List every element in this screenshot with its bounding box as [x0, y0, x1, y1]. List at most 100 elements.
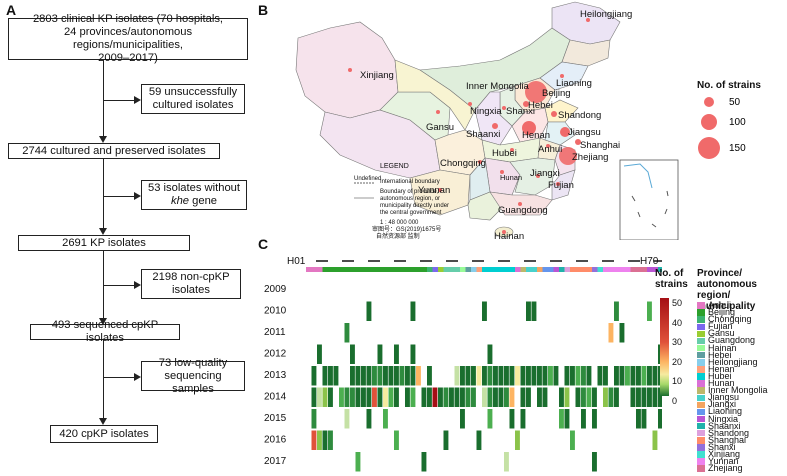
province-legend-item: Zhejiang [697, 464, 768, 473]
province-legend-item: Beijing [697, 308, 768, 317]
heatmap-cell [652, 430, 658, 450]
bubble-hubei [510, 148, 514, 152]
heatmap-cell [603, 387, 608, 407]
province-legend-label: Hubei [708, 370, 732, 381]
heatmap-cell [537, 387, 542, 407]
province-strip-cell [306, 267, 312, 272]
year-label-2013: 2013 [264, 370, 287, 381]
heatmap-cell [377, 387, 383, 407]
map-south-china-sea-inset [619, 159, 679, 240]
heatmap-cell [542, 366, 548, 386]
flow-box-initial-line1: 2803 clinical KP isolates (70 hospitals, [32, 13, 224, 25]
heatmap-cell [531, 301, 537, 321]
label-anhui: Anhui [538, 144, 562, 155]
heatmap-cell [509, 366, 515, 386]
heatmap-cell [454, 387, 460, 407]
flow-box-initial-line2: 24 provinces/autonomous regions/municipa… [63, 26, 193, 51]
heatmap-cell [366, 409, 372, 429]
year-label-2009: 2009 [264, 284, 287, 295]
heatmap-cell [498, 387, 504, 407]
heatmap-cell [372, 366, 377, 386]
province-strip-cell [432, 267, 439, 272]
province-legend-item: Hubei [697, 370, 768, 381]
size-legend-circle-50 [704, 97, 714, 107]
province-legend-swatch [697, 316, 705, 323]
province-legend-swatch [697, 444, 705, 451]
province-strip-cell [509, 267, 516, 272]
heatmap-cell [377, 366, 383, 386]
map-supervisor: 自然资源部 监制 [376, 232, 420, 240]
heatmap-cell [487, 366, 493, 386]
heatmap-cell [581, 366, 586, 386]
heatmap-cell [383, 409, 388, 429]
province-strip-cell [482, 267, 488, 272]
province-strip-cell [471, 267, 477, 272]
province-legend-swatch [697, 380, 705, 387]
province-strip-cell [504, 267, 510, 272]
province-legend-label: Henan [708, 363, 735, 374]
bubble-xinjiang [348, 68, 352, 72]
province-legend-swatch [697, 415, 705, 423]
province-legend-item: Hebei [697, 350, 768, 359]
label-yunnan: Yunnan [418, 185, 450, 196]
flow-box-final: 420 cpKP isolates [50, 425, 158, 443]
heatmap-cell [454, 366, 460, 386]
flow-branch-arrow-1 [134, 96, 141, 104]
province-strip-cell [625, 267, 631, 272]
flow-branch-arrow-4 [134, 373, 141, 381]
province-strip-cell [658, 267, 662, 272]
province-strip-cell [328, 267, 334, 272]
heatmap-cell [592, 387, 597, 407]
heatmap-cell [526, 301, 531, 321]
province-strip-cell [581, 267, 587, 272]
heatmap-cell [432, 387, 438, 407]
heatmap-cell [586, 387, 592, 407]
heatmap-cell [564, 387, 570, 407]
map-legend-prov-4: the central government [380, 210, 442, 216]
map-legend-undefined: Undefined [354, 176, 381, 182]
province-strip-cell [619, 267, 626, 272]
heatmap-cell [372, 387, 377, 407]
year-label-2012: 2012 [264, 349, 287, 360]
province-legend-title-line1: Province/ [697, 268, 743, 279]
province-strip-cell [465, 267, 472, 272]
province-legend-item: Liaoning [697, 407, 768, 416]
province-legend: Anhui Beijing Chongqing Fujian Gansu Guangdon… [697, 300, 768, 473]
heatmap-cell [619, 366, 625, 386]
heatmap-cell [614, 301, 619, 321]
map-bubbles [348, 18, 590, 234]
inset-coast [623, 163, 653, 189]
flow-box-final-text: 420 cpKP isolates [59, 427, 149, 440]
flow-arrow-2 [99, 228, 107, 235]
flow-line-4 [103, 340, 104, 420]
flow-box-initial: 2803 clinical KP isolates (70 hospitals,… [8, 13, 248, 64]
size-legend-label-150: 150 [729, 143, 746, 154]
flow-branch-4 [103, 377, 137, 378]
province-legend-title: Province/ autonomous region/ municipalit… [697, 268, 787, 312]
map-fujian [551, 169, 576, 201]
heatmap-cell [509, 387, 515, 407]
bubble-hebei [523, 101, 529, 107]
province-legend-swatch [697, 351, 705, 359]
province-legend-item: Ningxia [697, 414, 768, 423]
china-map: Heilongjiang Xinjiang Inner Mongolia Lia… [295, 1, 679, 240]
heatmap-cell [317, 387, 322, 407]
bubble-guangdong [518, 202, 522, 206]
province-legend-item: Shanxi [697, 442, 768, 451]
bubble-ningxia [468, 102, 472, 106]
heatmap-cell [581, 409, 586, 429]
province-strip-cell [317, 267, 323, 272]
province-strip-cell [322, 267, 329, 272]
heatmap-cell [641, 387, 647, 407]
heatmap-cell [410, 301, 416, 321]
heatmap-cell [443, 387, 449, 407]
heatmap-cell [636, 387, 641, 407]
bubble-beijing [525, 81, 547, 103]
heatmap-cell [487, 387, 493, 407]
province-legend-swatch [697, 366, 705, 373]
province-strip-cell [586, 267, 593, 272]
label-shaanxi: Shaanxi [466, 129, 500, 140]
flow-side-box-3-line2: isolates [172, 284, 210, 296]
province-legend-item: Fujian [697, 322, 768, 331]
heatmap-cell [333, 366, 339, 386]
